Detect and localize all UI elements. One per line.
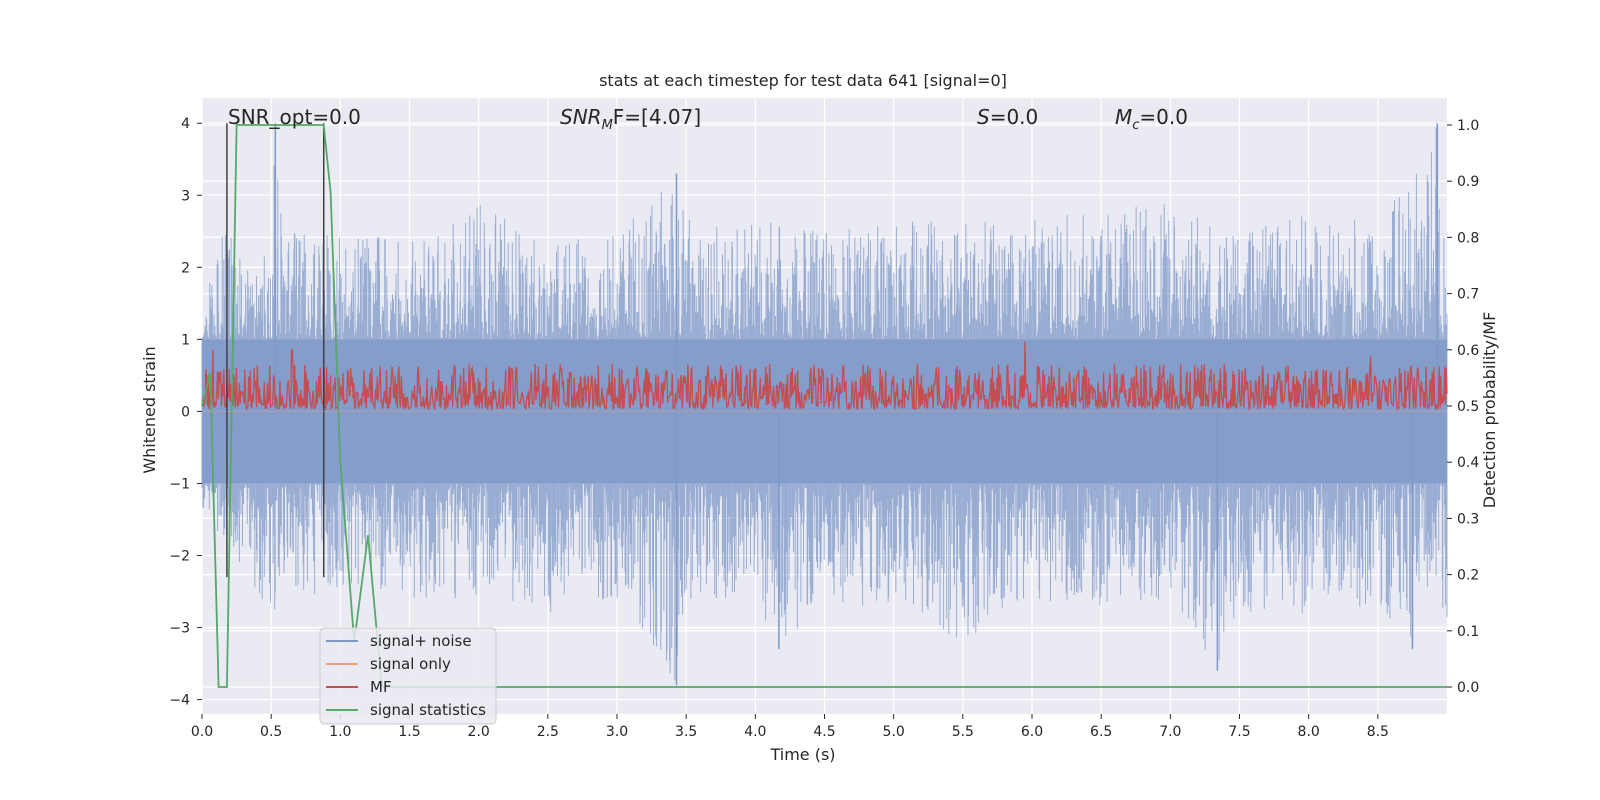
x-tick-label-12: 6.0 xyxy=(1021,724,1043,740)
legend-item-mf: MF xyxy=(326,678,392,696)
y-tick-label-8: 4 xyxy=(181,116,190,132)
y2-tick-label-10: 1.0 xyxy=(1457,118,1479,134)
legend-label-signal-only: signal only xyxy=(370,655,451,673)
s-main: S xyxy=(977,105,990,129)
x-tick-label-6: 3.0 xyxy=(606,724,628,740)
marker-lines xyxy=(226,123,325,578)
legend-item-signal-noise: signal+ noise xyxy=(326,632,472,650)
snr-mf-rest: F=[4.07] xyxy=(613,105,701,129)
snr-mf-main: SNR xyxy=(560,105,602,129)
annotation-snr-mf: SNRMF=[4.07] xyxy=(560,105,701,133)
annotation-snr-opt: SNR_opt=0.0 xyxy=(228,105,361,129)
y2-tick-label-0: 0.0 xyxy=(1457,680,1479,696)
y-tick-label-4: 0 xyxy=(181,404,190,420)
x-tick-label-4: 2.0 xyxy=(468,724,490,740)
x-tick-label-13: 6.5 xyxy=(1090,724,1112,740)
s-rest: =0.0 xyxy=(990,105,1039,129)
y-tick-label-2: −2 xyxy=(169,548,190,564)
mc-sub: c xyxy=(1132,118,1139,133)
y2-tick-label-1: 0.1 xyxy=(1457,624,1479,640)
x-tick-label-17: 8.5 xyxy=(1367,724,1389,740)
mc-rest: =0.0 xyxy=(1139,105,1188,129)
legend: signal+ noise signal only MF signal stat… xyxy=(319,627,497,725)
y2-tick-label-6: 0.6 xyxy=(1457,343,1479,359)
y-tick-label-0: −4 xyxy=(169,693,190,709)
mc-main: M xyxy=(1115,105,1132,129)
x-tick-label-2: 1.0 xyxy=(329,724,351,740)
y-axis-label: Whitened strain xyxy=(140,346,159,473)
signal-statistics-series xyxy=(201,124,1447,688)
x-tick-label-11: 5.5 xyxy=(952,724,974,740)
y2-tick-label-7: 0.7 xyxy=(1457,287,1479,303)
legend-label-mf: MF xyxy=(370,678,392,696)
x-tick-label-8: 4.0 xyxy=(744,724,766,740)
x-tick-label-7: 3.5 xyxy=(675,724,697,740)
signal-statistics-line xyxy=(201,124,1447,688)
annotation-s: S=0.0 xyxy=(977,105,1038,129)
legend-label-signal-noise: signal+ noise xyxy=(370,632,472,650)
y-tick-label-7: 3 xyxy=(181,188,190,204)
y2-tick-label-9: 0.9 xyxy=(1457,174,1479,190)
legend-box xyxy=(319,627,497,725)
x-tick-label-15: 7.5 xyxy=(1228,724,1250,740)
mf-series xyxy=(201,341,1448,412)
x-tick-label-9: 4.5 xyxy=(813,724,835,740)
annotation-mc: Mc=0.0 xyxy=(1115,105,1188,133)
x-axis-label: Time (s) xyxy=(769,745,835,764)
x-tick-label-1: 0.5 xyxy=(260,724,282,740)
x-tick-label-10: 5.0 xyxy=(883,724,905,740)
y-tick-label-5: 1 xyxy=(181,332,190,348)
y2-tick-label-4: 0.4 xyxy=(1457,455,1479,471)
y-tick-label-6: 2 xyxy=(181,260,190,276)
y-tick-label-1: −3 xyxy=(169,621,190,637)
y2-tick-label-5: 0.5 xyxy=(1457,399,1479,415)
x-tick-label-0: 0.0 xyxy=(191,724,213,740)
y2-tick-label-8: 0.8 xyxy=(1457,230,1479,246)
x-tick-label-14: 7.0 xyxy=(1159,724,1181,740)
legend-item-signal-only: signal only xyxy=(326,655,451,673)
mf-line xyxy=(201,341,1448,412)
y-tick-label-3: −1 xyxy=(169,476,190,492)
y2-tick-label-3: 0.3 xyxy=(1457,511,1479,527)
snr-mf-sub: M xyxy=(602,118,613,133)
legend-label-signal-statistics: signal statistics xyxy=(370,701,486,719)
y2-tick-label-2: 0.2 xyxy=(1457,568,1479,584)
x-tick-label-16: 8.0 xyxy=(1298,724,1320,740)
chart-title: stats at each timestep for test data 641… xyxy=(599,71,1007,90)
y2-axis-label: Detection probability/MF xyxy=(1480,312,1499,509)
ticks: 0.0 0.5 1.0 1.5 2.0 2.5 3.0 3.5 4.0 4.5 5.0 5.5 6.0 6… xyxy=(169,116,1479,740)
x-tick-label-5: 2.5 xyxy=(537,724,559,740)
x-tick-label-3: 1.5 xyxy=(398,724,420,740)
legend-item-signal-statistics: signal statistics xyxy=(326,701,486,719)
